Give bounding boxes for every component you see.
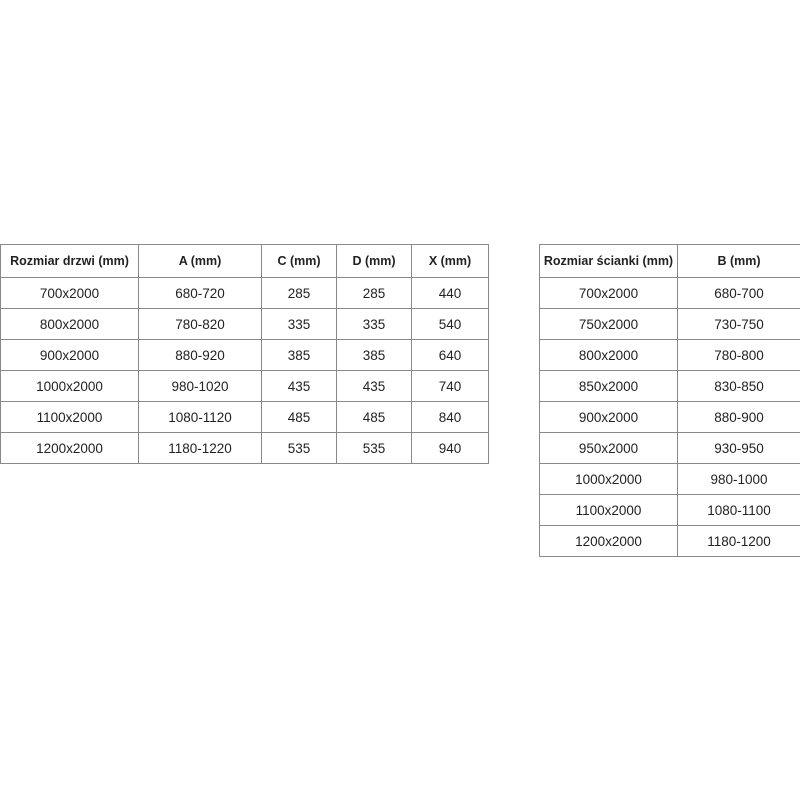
column-header: C (mm) [261,244,337,278]
table-cell: 285 [261,277,337,309]
table-cell: 435 [261,370,337,402]
table-cell: 780-820 [138,308,262,340]
table-cell: 1200x2000 [539,525,678,557]
table-row: 700x2000 680-700 [539,277,800,309]
header-row: Rozmiar drzwi (mm) A (mm) C (mm) D (mm) X (m… [0,244,489,278]
table-row: 1000x2000 980-1000 [539,463,800,495]
table-cell: 1080-1100 [677,494,800,526]
table-cell: 900x2000 [539,401,678,433]
table-cell: 1000x2000 [539,463,678,495]
table-cell: 830-850 [677,370,800,402]
table-cell: 1200x2000 [0,432,139,464]
table-cell: 1100x2000 [539,494,678,526]
table-row: 1200x2000 1180-1220 535 535 940 [0,432,489,464]
table-cell: 535 [336,432,412,464]
table-cell: 385 [336,339,412,371]
table-cell: 840 [411,401,489,433]
table-cell: 950x2000 [539,432,678,464]
column-header: B (mm) [677,244,800,278]
table-cell: 1000x2000 [0,370,139,402]
table-cell: 880-900 [677,401,800,433]
table-cell: 850x2000 [539,370,678,402]
table-row: 1200x2000 1180-1200 [539,525,800,557]
table-row: 950x2000 930-950 [539,432,800,464]
table-cell: 700x2000 [539,277,678,309]
table-row: 750x2000 730-750 [539,308,800,340]
table-row: 900x2000 880-920 385 385 640 [0,339,489,371]
table-cell: 680-720 [138,277,262,309]
table-cell: 680-700 [677,277,800,309]
wall-size-table: Rozmiar ścianki (mm) B (mm) 700x2000 680-70… [539,244,800,557]
table-cell: 385 [261,339,337,371]
table-cell: 880-920 [138,339,262,371]
table-row: 1100x2000 1080-1120 485 485 840 [0,401,489,433]
table-cell: 700x2000 [0,277,139,309]
table-cell: 930-950 [677,432,800,464]
table-row: 1100x2000 1080-1100 [539,494,800,526]
table-cell: 540 [411,308,489,340]
table-cell: 1080-1120 [138,401,262,433]
table-row: 850x2000 830-850 [539,370,800,402]
header-row: Rozmiar ścianki (mm) B (mm) [539,244,800,278]
table-cell: 940 [411,432,489,464]
door-size-table: Rozmiar drzwi (mm) A (mm) C (mm) D (mm) X (m… [0,244,489,464]
table-row: 700x2000 680-720 285 285 440 [0,277,489,309]
table-cell: 730-750 [677,308,800,340]
column-header: A (mm) [138,244,262,278]
table-cell: 750x2000 [539,308,678,340]
table-cell: 435 [336,370,412,402]
table-cell: 1100x2000 [0,401,139,433]
table-cell: 440 [411,277,489,309]
table-cell: 800x2000 [0,308,139,340]
table-cell: 485 [336,401,412,433]
column-header: D (mm) [336,244,412,278]
table-row: 800x2000 780-800 [539,339,800,371]
table-cell: 535 [261,432,337,464]
table-cell: 980-1020 [138,370,262,402]
table-cell: 485 [261,401,337,433]
table-cell: 1180-1200 [677,525,800,557]
table-row: 1000x2000 980-1020 435 435 740 [0,370,489,402]
table-cell: 1180-1220 [138,432,262,464]
table-cell: 640 [411,339,489,371]
column-header: Rozmiar ścianki (mm) [539,244,678,278]
table-cell: 800x2000 [539,339,678,371]
table-cell: 980-1000 [677,463,800,495]
table-cell: 335 [336,308,412,340]
table-cell: 900x2000 [0,339,139,371]
table-row: 900x2000 880-900 [539,401,800,433]
table-cell: 285 [336,277,412,309]
table-cell: 335 [261,308,337,340]
table-cell: 780-800 [677,339,800,371]
column-header: Rozmiar drzwi (mm) [0,244,139,278]
table-row: 800x2000 780-820 335 335 540 [0,308,489,340]
table-cell: 740 [411,370,489,402]
column-header: X (mm) [411,244,489,278]
